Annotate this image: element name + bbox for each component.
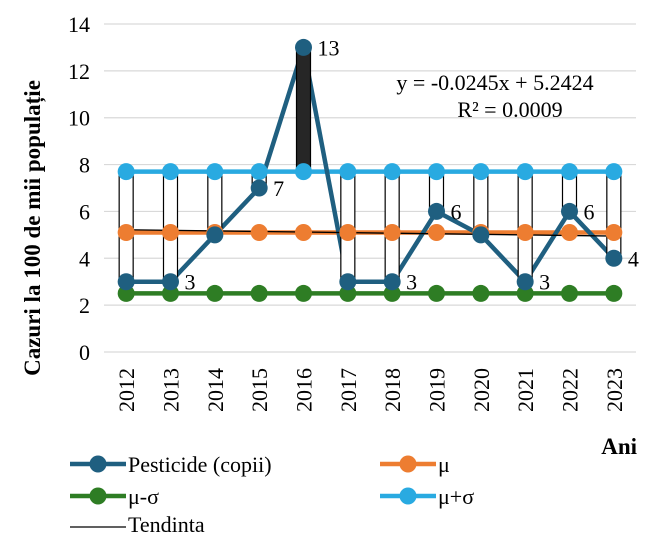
series-marker (428, 224, 445, 242)
y-tick-label: 10 (68, 106, 90, 131)
data-label: 6 (584, 199, 595, 224)
data-label: 6 (451, 199, 462, 224)
series-marker (339, 284, 357, 302)
series-marker (561, 202, 578, 220)
x-tick-label: 2019 (425, 368, 450, 412)
legend-label: Pesticide (copii) (128, 452, 272, 477)
y-tick-label: 6 (79, 199, 90, 224)
series-marker (383, 163, 401, 181)
series-marker (206, 226, 224, 244)
series-marker (295, 284, 312, 302)
data-label: 3 (185, 270, 196, 295)
series-marker (295, 38, 312, 56)
x-axis-ticks: 2012 2013 2014 2015 2016 2017 2018 2019 2020 2021… (114, 368, 627, 412)
series-marker (516, 224, 534, 242)
data-label: 3 (539, 270, 550, 295)
series-marker (472, 284, 490, 302)
y-tick-label: 2 (79, 293, 90, 318)
y-axis-title: Cazuri la 100 de mii populație (20, 80, 46, 376)
x-tick-label: 2016 (292, 368, 317, 412)
series-marker (605, 163, 623, 181)
series-markers (117, 38, 623, 302)
series-marker (339, 163, 357, 181)
series-marker (295, 224, 312, 242)
series-marker (428, 284, 445, 302)
series-marker (250, 163, 268, 181)
x-tick-label: 2014 (203, 368, 228, 412)
data-label: 3 (406, 270, 417, 295)
series-marker (206, 163, 224, 181)
y-tick-label: 12 (68, 59, 90, 84)
x-tick-label: 2012 (114, 368, 139, 412)
legend-label: Tendinta (128, 512, 205, 536)
data-label: 4 (628, 246, 639, 271)
legend-marker (399, 455, 417, 473)
y-tick-label: 0 (79, 340, 90, 365)
x-tick-label: 2020 (469, 368, 494, 412)
series-marker (472, 226, 490, 244)
series-marker (162, 224, 179, 242)
series-marker (605, 249, 623, 267)
x-tick-label: 2021 (513, 368, 538, 412)
series-marker (428, 202, 445, 220)
up-down-bar (606, 171, 622, 259)
x-tick-label: 2018 (380, 368, 405, 412)
series-marker (516, 273, 534, 291)
series-marker (472, 163, 490, 181)
series-marker (339, 224, 357, 242)
y-tick-label: 8 (79, 153, 90, 178)
legend-marker (89, 455, 107, 473)
data-labels: 3 7 13 3 6 3 6 4 (185, 35, 639, 294)
series-marker (162, 163, 179, 181)
y-tick-label: 4 (79, 246, 90, 271)
trend-equation: y = -0.0245x + 5.2424 (396, 70, 593, 95)
legend: Pesticide (copii) μ μ-σ μ+σ Tendinta (70, 452, 474, 536)
up-down-bar (295, 46, 312, 173)
series-marker (206, 284, 224, 302)
trend-r2: R² = 0.0009 (457, 97, 562, 122)
legend-marker (399, 487, 417, 505)
series-marker (250, 179, 268, 197)
series-marker (516, 163, 534, 181)
legend-marker (89, 487, 107, 505)
x-axis-title: Ani (601, 434, 637, 459)
x-tick-label: 2013 (159, 368, 184, 412)
x-tick-label: 2017 (336, 368, 361, 412)
y-tick-label: 14 (68, 12, 90, 37)
series-marker (117, 273, 135, 291)
legend-label: μ-σ (128, 484, 159, 509)
legend-label: μ+σ (438, 484, 474, 509)
series-marker (295, 163, 312, 181)
series-marker (383, 284, 401, 302)
series-marker (605, 284, 623, 302)
series-marker (605, 224, 623, 242)
series-marker (383, 224, 401, 242)
series-marker (561, 224, 578, 242)
series-marker (250, 224, 268, 242)
series-marker (117, 284, 135, 302)
series-marker (339, 273, 357, 291)
series-marker (117, 163, 135, 181)
series-marker (428, 163, 445, 181)
series-marker (561, 284, 578, 302)
series-marker (516, 284, 534, 302)
series-marker (383, 273, 401, 291)
x-tick-label: 2015 (247, 368, 272, 412)
series-marker (117, 224, 135, 242)
series-marker (162, 284, 179, 302)
x-tick-label: 2022 (558, 368, 583, 412)
y-axis-ticks: 0 2 4 6 8 10 12 14 (68, 12, 90, 365)
legend-label: μ (438, 452, 450, 477)
series-marker (250, 284, 268, 302)
series-marker (162, 273, 179, 291)
series-marker (561, 163, 578, 181)
x-tick-label: 2023 (602, 368, 627, 412)
data-label: 13 (318, 35, 340, 60)
data-label: 7 (273, 176, 284, 201)
